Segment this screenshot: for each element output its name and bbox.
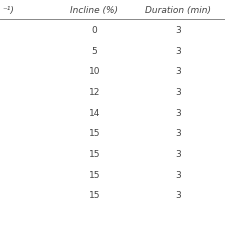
Text: 3: 3 xyxy=(175,26,181,35)
Text: 15: 15 xyxy=(89,150,100,159)
Text: 10: 10 xyxy=(89,67,100,76)
Text: 15: 15 xyxy=(89,171,100,180)
Text: 3: 3 xyxy=(175,67,181,76)
Text: 5: 5 xyxy=(92,47,97,56)
Text: 3: 3 xyxy=(175,191,181,200)
Text: 3: 3 xyxy=(175,88,181,97)
Text: 3: 3 xyxy=(175,47,181,56)
Text: 0: 0 xyxy=(92,26,97,35)
Text: ⁻¹): ⁻¹) xyxy=(2,6,14,15)
Text: 12: 12 xyxy=(89,88,100,97)
Text: Duration (min): Duration (min) xyxy=(145,6,211,15)
Text: 3: 3 xyxy=(175,150,181,159)
Text: Incline (%): Incline (%) xyxy=(70,6,119,15)
Text: 3: 3 xyxy=(175,109,181,118)
Text: 15: 15 xyxy=(89,129,100,138)
Text: 15: 15 xyxy=(89,191,100,200)
Text: 3: 3 xyxy=(175,171,181,180)
Text: 14: 14 xyxy=(89,109,100,118)
Text: 3: 3 xyxy=(175,129,181,138)
